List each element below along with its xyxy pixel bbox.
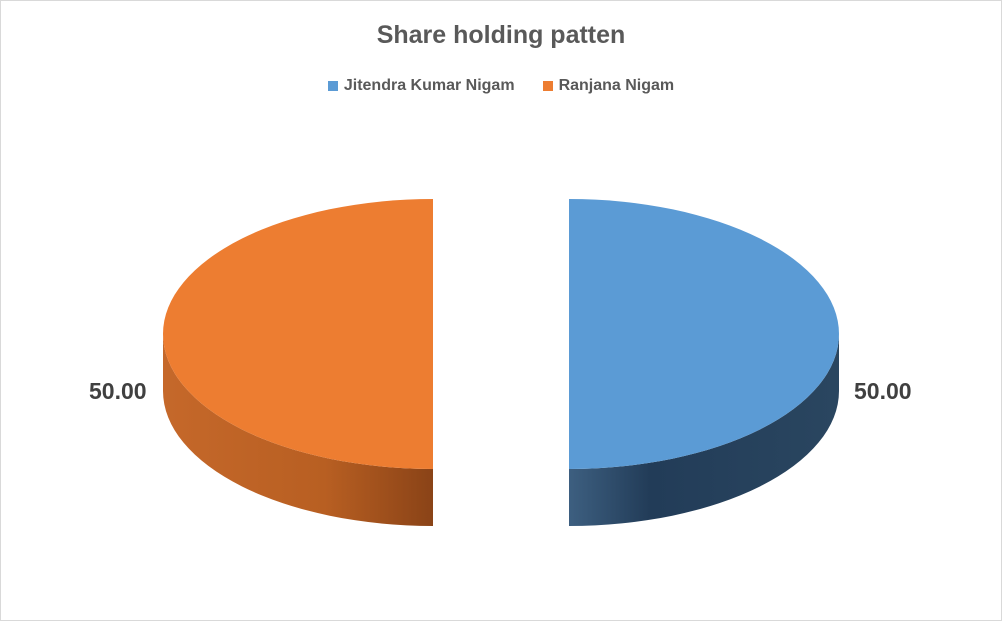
slice-0 [569, 199, 839, 469]
legend-swatch [542, 81, 553, 91]
data-label-0: 50.00 [854, 378, 912, 404]
legend-label: Ranjana Nigam [558, 77, 675, 94]
slice-side-1 [163, 334, 433, 526]
data-label-1: 50.00 [89, 378, 147, 404]
legend-item-0: Jitendra Kumar Nigam [327, 77, 515, 95]
legend-item-1: Ranjana Nigam [542, 77, 675, 95]
legend-label: Jitendra Kumar Nigam [343, 77, 515, 94]
legend: Jitendra Kumar Nigam Ranjana Nigam [1, 77, 1001, 95]
slice-1 [163, 199, 433, 469]
legend-swatch [327, 81, 338, 91]
slice-side-0 [569, 334, 839, 526]
chart-title: Share holding patten [376, 21, 626, 49]
